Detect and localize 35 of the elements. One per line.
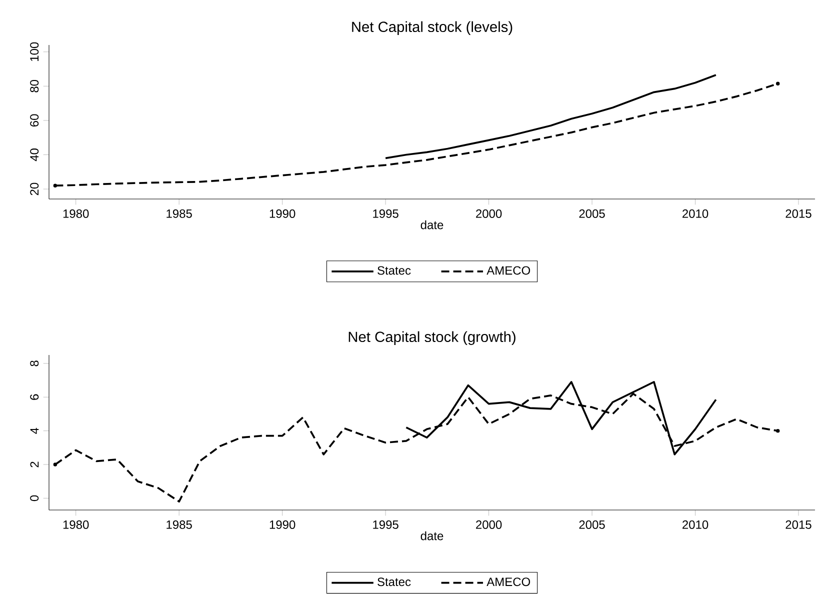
y-tick-label: 80 — [30, 80, 39, 92]
legend-label: Statec — [378, 578, 411, 586]
legend-label: AMECO — [486, 266, 530, 275]
x-tick-label: 2015 — [786, 209, 812, 218]
y-tick-label: 60 — [30, 114, 39, 127]
x-tick-label: 2000 — [476, 520, 502, 529]
y-tick-label: 2 — [30, 462, 39, 468]
x-tick-label: 1985 — [166, 209, 192, 218]
x-tick-label: 1990 — [270, 520, 296, 529]
x-tick-label: 2015 — [786, 520, 812, 529]
x-tick-label: 2000 — [476, 209, 502, 218]
y-tick-label: 6 — [30, 394, 39, 400]
x-tick-label: 2010 — [682, 209, 708, 218]
x-tick-label: 1990 — [270, 209, 296, 218]
legend-label: Statec — [378, 266, 411, 275]
y-tick-label: 0 — [30, 495, 39, 502]
x-tick-label: 1995 — [373, 520, 398, 529]
chart-title: Net Capital stock (growth) — [348, 331, 516, 345]
x-axis-title: date — [420, 220, 444, 230]
x-tick-label: 1980 — [63, 209, 89, 218]
legend-label: AMECO — [486, 578, 530, 586]
x-axis-title: date — [420, 531, 444, 540]
x-tick-label: 2010 — [682, 520, 708, 529]
y-tick-label: 20 — [30, 182, 39, 196]
x-tick-label: 2005 — [579, 520, 605, 529]
y-tick-label: 40 — [30, 148, 39, 162]
x-tick-label: 1995 — [373, 209, 398, 218]
line-series — [384, 74, 717, 160]
x-tick-label: 1980 — [63, 520, 89, 529]
y-tick-label: 8 — [30, 360, 39, 366]
chart-title: Net Capital stock (levels) — [352, 21, 512, 35]
x-tick-label: 1985 — [166, 520, 192, 529]
y-tick-label: 100 — [30, 42, 39, 61]
x-tick-label: 2005 — [579, 209, 605, 218]
y-tick-label: 4 — [30, 428, 39, 434]
